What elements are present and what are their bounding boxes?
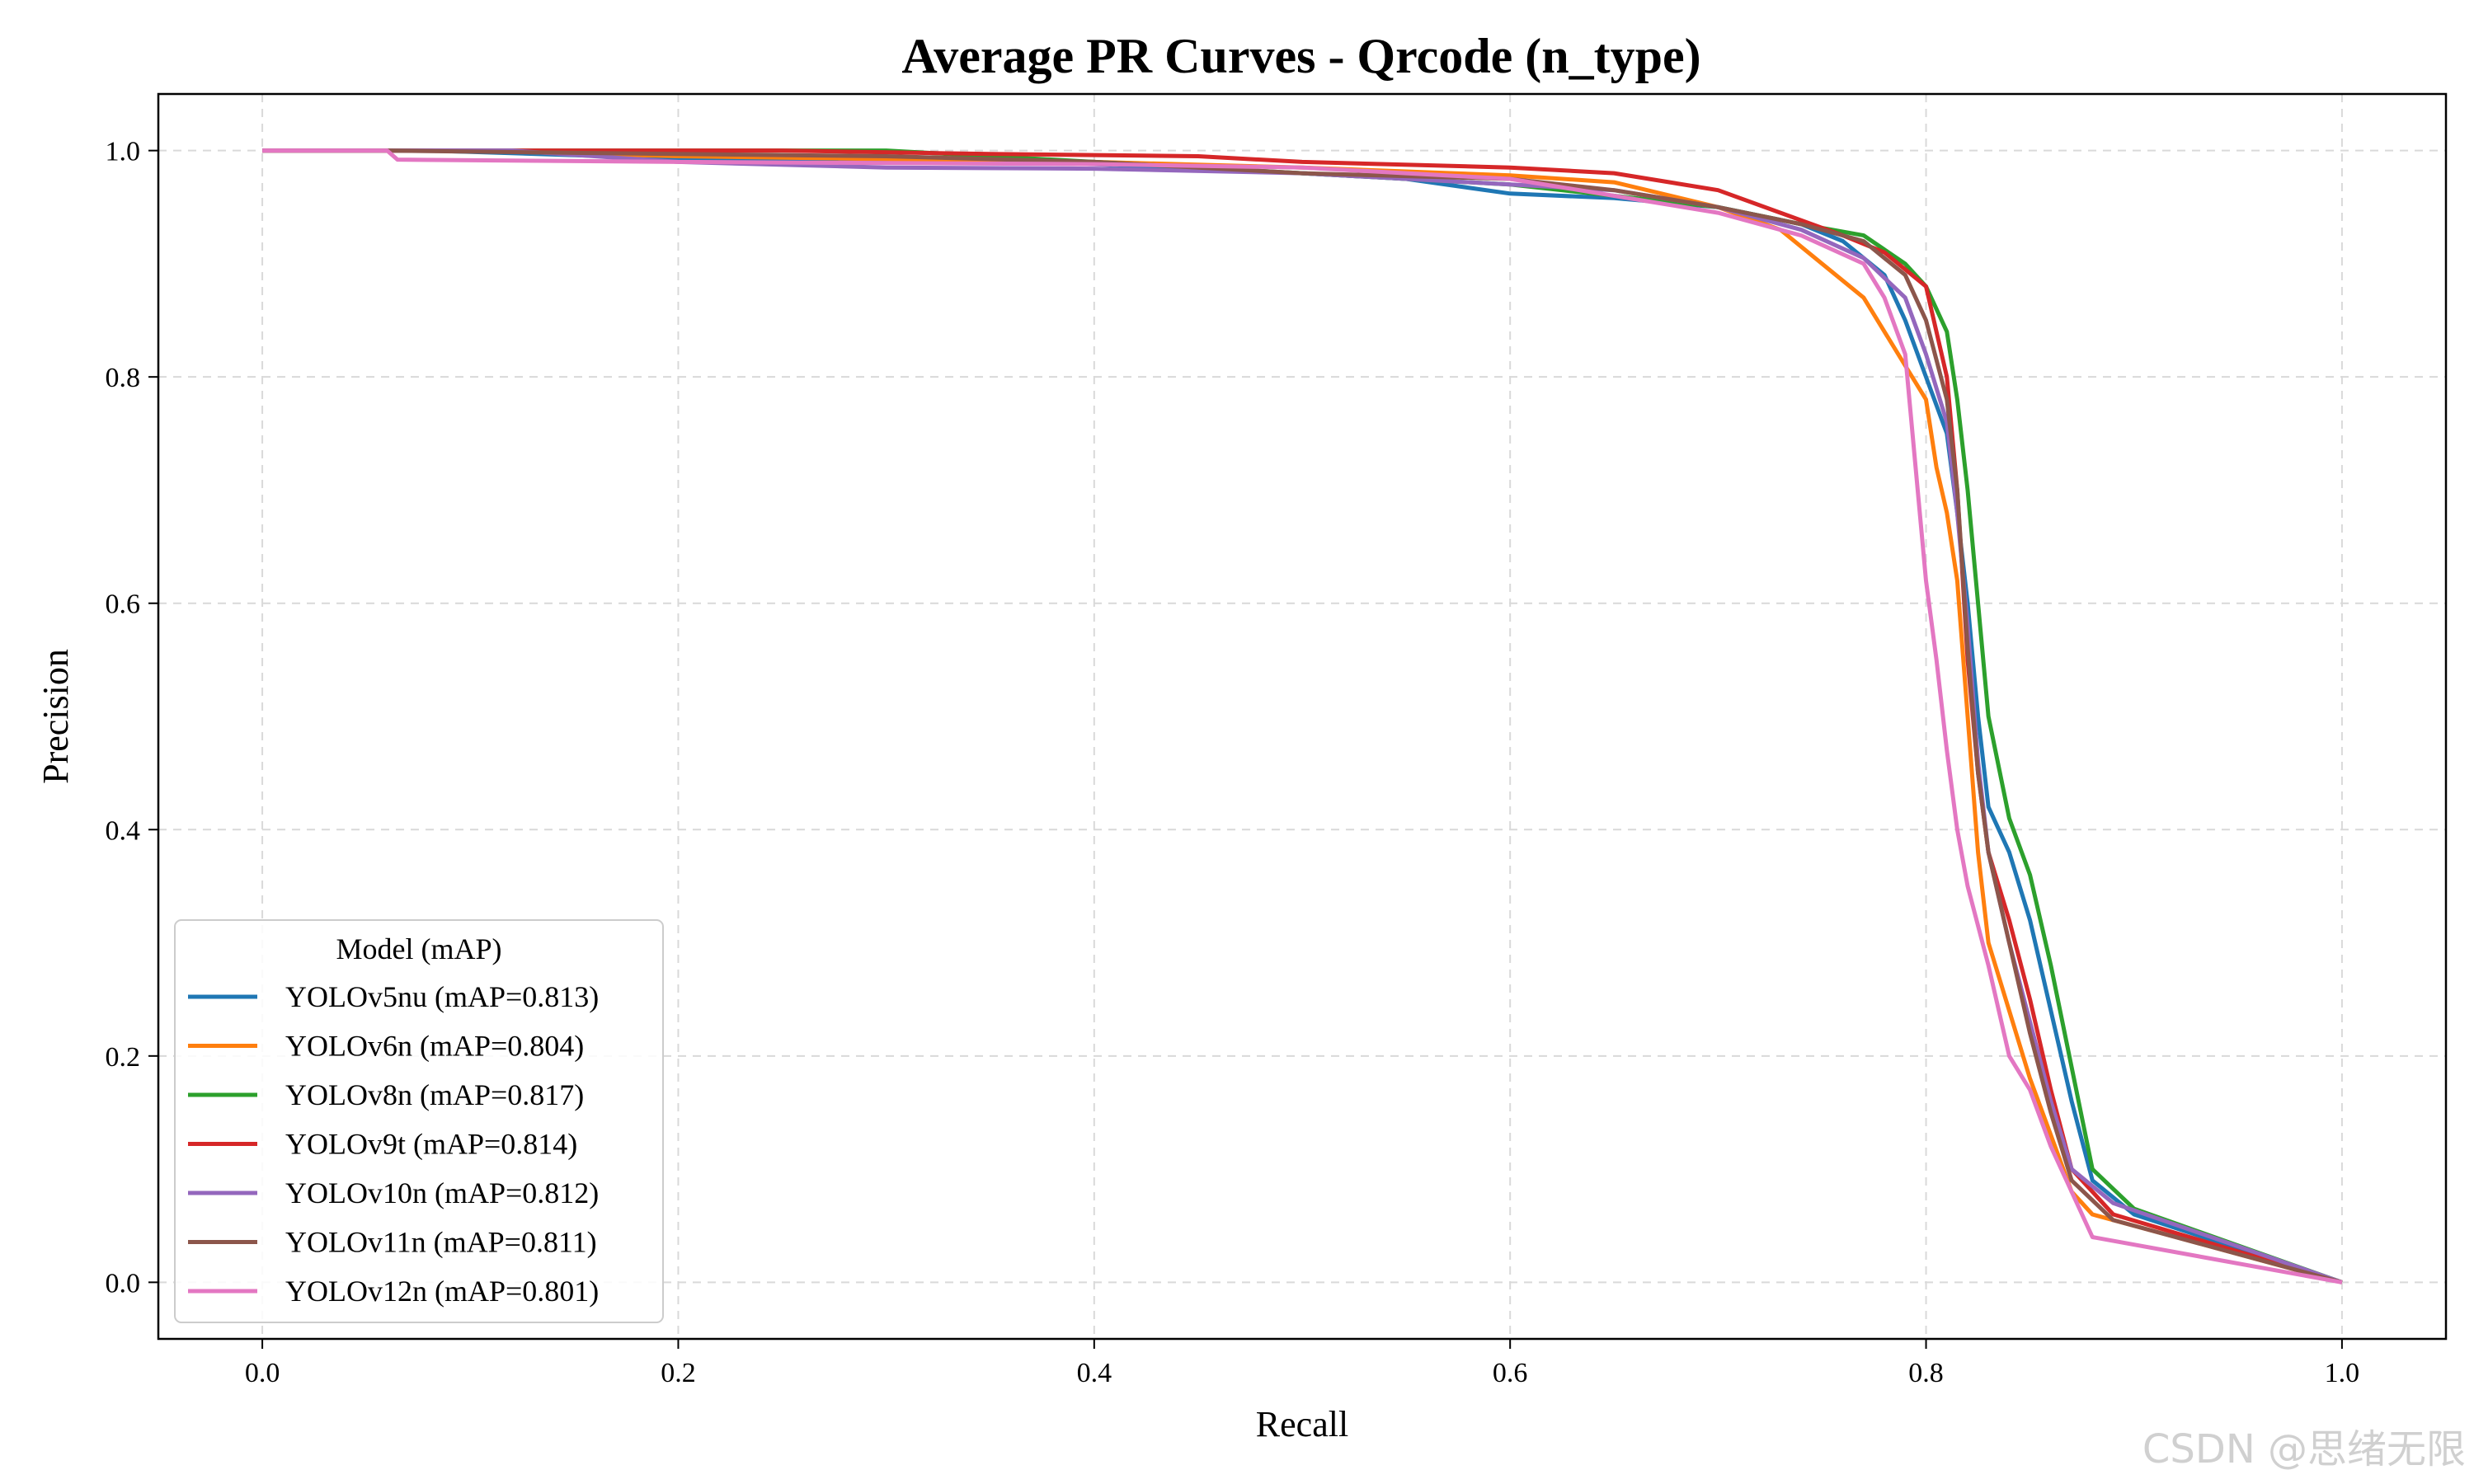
plot-frame [157, 92, 2448, 1341]
y-tick-label: 0.8 [106, 363, 141, 393]
watermark: CSDN @思绪无限 [2142, 1426, 2466, 1472]
x-tick-label: 1.0 [2325, 1358, 2360, 1388]
series-line [262, 148, 2343, 1284]
grid [158, 94, 2446, 1339]
x-tick-label: 0.8 [1908, 1358, 1944, 1388]
x-tick-label: 0.6 [1493, 1358, 1528, 1388]
legend-label: YOLOv8n (mAP=0.817) [285, 1078, 584, 1111]
legend-label: YOLOv10n (mAP=0.812) [285, 1176, 599, 1209]
x-axis-label: Recall [1256, 1404, 1348, 1444]
y-tick-label: 1.0 [106, 137, 141, 167]
legend: Model (mAP) YOLOv5nu (mAP=0.813) YOLOv6n … [174, 919, 664, 1323]
x-tick-label: 0.2 [661, 1358, 696, 1388]
chart-title: Average PR Curves - Qrcode (n_type) [901, 29, 1700, 83]
y-axis-label: Precision [35, 649, 76, 784]
legend-box [174, 919, 664, 1323]
legend-label: YOLOv11n (mAP=0.811) [285, 1226, 597, 1259]
legend-label: YOLOv6n (mAP=0.804) [285, 1030, 584, 1063]
y-tick-label: 0.0 [106, 1268, 141, 1298]
y-tick-label: 0.6 [106, 589, 141, 620]
series-line [262, 148, 2343, 1284]
y-tick-label: 0.4 [106, 815, 141, 846]
x-tick-label: 0.0 [245, 1358, 280, 1388]
legend-label: YOLOv9t (mAP=0.814) [285, 1128, 577, 1161]
series-line [262, 148, 2343, 1284]
legend-label: YOLOv12n (mAP=0.801) [285, 1275, 599, 1308]
x-tick-label: 0.4 [1077, 1358, 1112, 1388]
legend-label: YOLOv5nu (mAP=0.813) [285, 980, 599, 1013]
series-line [262, 148, 2343, 1284]
axis-ticks: 0.0 0.2 0.4 0.6 0.8 1.0 0.0 0.2 0.4 0.6 0.8 1.0 [106, 137, 2360, 1388]
legend-title: Model (mAP) [336, 932, 502, 965]
legend-entries: YOLOv5nu (mAP=0.813) YOLOv6n (mAP=0.804) Y… [188, 980, 599, 1308]
y-tick-label: 0.2 [106, 1042, 141, 1073]
series-lines [262, 148, 2343, 1284]
